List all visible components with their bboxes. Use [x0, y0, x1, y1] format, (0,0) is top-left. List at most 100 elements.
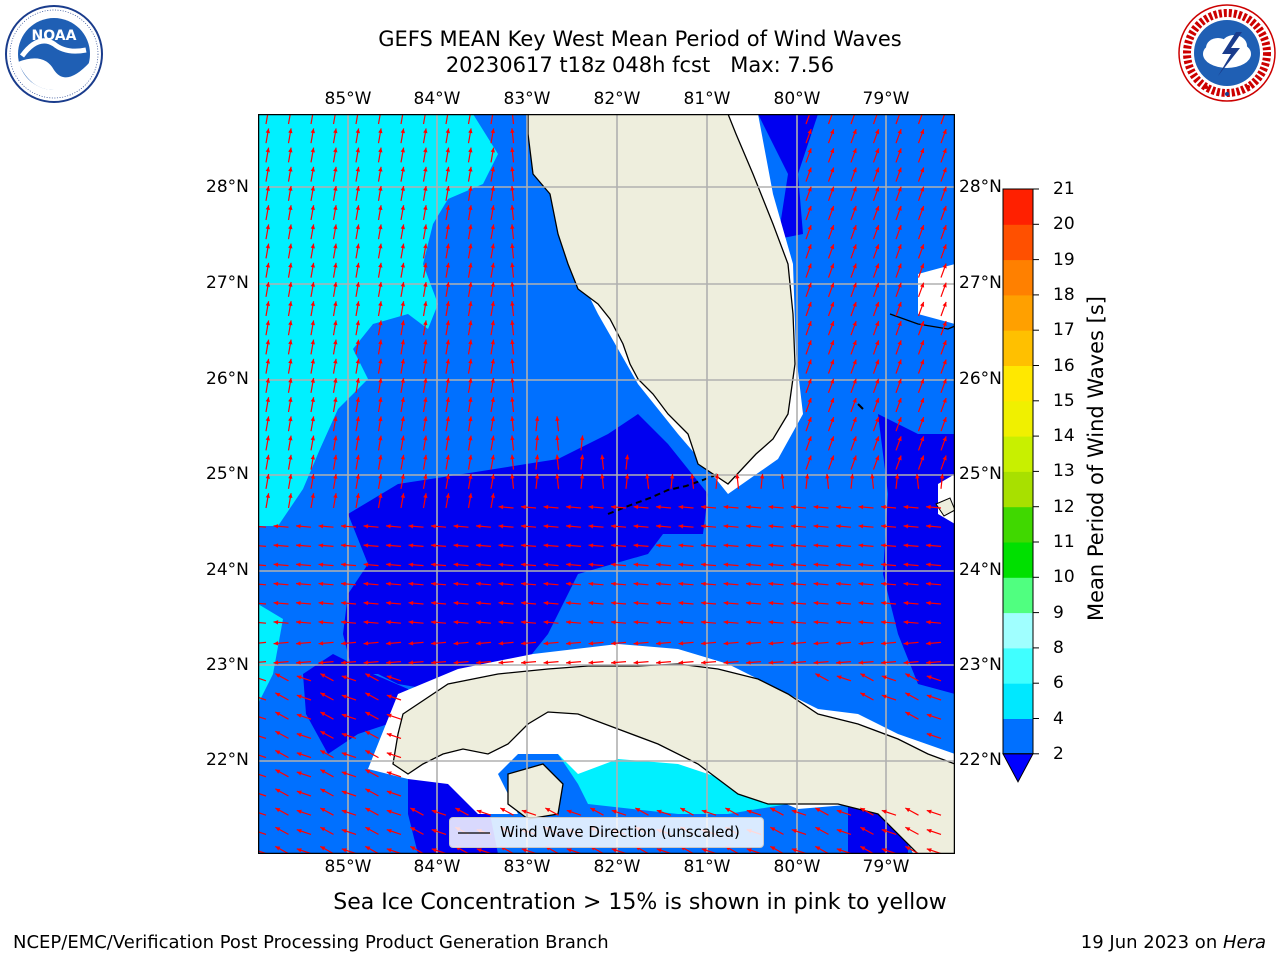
wave-direction-arrowhead: [468, 243, 473, 249]
wave-direction-arrowhead: [926, 660, 931, 665]
wave-direction-arrowhead: [813, 562, 819, 567]
wave-direction-arrowhead: [355, 205, 360, 211]
wave-direction-arrowhead: [678, 620, 684, 625]
wave-direction-arrowhead: [611, 504, 616, 510]
wave-direction-arrowhead: [825, 473, 830, 479]
wave-direction-arrowhead: [498, 641, 504, 646]
wave-direction-arrowhead: [365, 731, 371, 736]
wave-direction-arrowhead: [870, 473, 875, 479]
wave-direction-arrowhead: [521, 562, 526, 567]
wave-direction-arrowhead: [791, 809, 797, 814]
wave-direction-arrowhead: [875, 340, 880, 346]
wave-direction-arrowhead: [566, 848, 572, 853]
wave-direction-arrowhead: [468, 186, 473, 191]
wave-direction-arrowhead: [378, 224, 383, 230]
wave-direction-arrowhead: [318, 543, 324, 548]
wave-direction-arrowhead: [791, 504, 796, 510]
wave-direction-arrowhead: [310, 301, 315, 307]
wave-direction-arrowhead: [476, 600, 481, 606]
wave-direction-arrowhead: [875, 397, 880, 403]
wave-direction-arrowhead: [897, 359, 902, 365]
wave-direction-arrowhead: [386, 848, 392, 853]
wave-direction-arrowhead: [852, 436, 857, 442]
wave-direction-arrowhead: [588, 524, 594, 529]
colorbar-tick-label: 8: [1053, 637, 1064, 658]
wave-direction-arrowhead: [903, 581, 909, 587]
wave-direction-arrowhead: [355, 416, 360, 422]
wave-direction-arrowhead: [275, 769, 281, 774]
wave-direction-arrowhead: [378, 454, 383, 460]
wave-direction-arrowhead: [510, 224, 515, 229]
wave-direction-arrowhead: [860, 827, 866, 832]
wave-direction-arrowhead: [701, 581, 706, 587]
wave-direction-arrowhead: [468, 378, 473, 383]
wave-direction-arrowhead: [746, 641, 751, 646]
lon-label-bottom: 79°W: [862, 857, 910, 877]
wave-direction-arrowhead: [476, 809, 482, 814]
wave-direction-arrowhead: [746, 848, 752, 853]
wave-direction-arrowhead: [860, 808, 866, 813]
wave-direction-arrowhead: [852, 129, 857, 135]
lon-label-bottom: 85°W: [324, 857, 372, 877]
wave-direction-arrowhead: [333, 205, 338, 211]
wave-direction-arrowhead: [310, 339, 315, 345]
wave-direction-arrowhead: [490, 224, 495, 230]
grand-bahama-coast: [889, 313, 955, 330]
wave-direction-arrowhead: [905, 712, 911, 717]
wave-direction-arrowhead: [807, 167, 812, 173]
wave-direction-arrowhead: [858, 600, 864, 606]
wave-direction-arrowhead: [903, 543, 909, 548]
wave-direction-arrowhead: [378, 320, 383, 326]
colorbar-tick-label: 13: [1053, 461, 1075, 482]
wave-direction-arrowhead: [521, 543, 526, 548]
wave-direction-arrowhead: [490, 493, 495, 499]
wave-direction-arrowhead: [942, 186, 947, 192]
wave-direction-arrowhead: [355, 358, 360, 364]
wave-direction-arrowhead: [830, 455, 835, 461]
wave-direction-arrowhead: [498, 504, 504, 510]
wave-direction-arrowhead: [939, 473, 945, 479]
wave-direction-arrowhead: [942, 244, 947, 250]
wave-direction-arrowhead: [942, 397, 947, 403]
wave-direction-arrowhead: [555, 473, 560, 479]
wave-direction-arrowhead: [633, 660, 639, 665]
wave-direction-arrowhead: [903, 524, 909, 529]
wave-direction-arrowhead: [881, 600, 886, 606]
wave-direction-arrowhead: [920, 321, 925, 327]
lat-label-right: 22°N: [959, 750, 1002, 770]
wave-direction-arrowhead: [746, 504, 751, 510]
wave-direction-arrowhead: [858, 660, 864, 665]
wave-direction-arrowhead: [510, 320, 515, 325]
wave-direction-arrowhead: [341, 524, 346, 529]
wave-direction-arrowhead: [355, 397, 360, 403]
ocean-cyan-band-west: [258, 114, 498, 526]
wave-direction-arrowhead: [815, 808, 821, 813]
wave-direction-arrowhead: [813, 543, 819, 548]
wave-direction-arrowhead: [378, 262, 383, 268]
wave-direction-arrow: [805, 114, 811, 125]
wave-direction-arrowhead: [920, 167, 925, 173]
wave-direction-arrowhead: [423, 378, 428, 383]
wave-direction-arrowhead: [431, 524, 436, 529]
colorbar-segment: [1003, 612, 1033, 649]
wave-direction-arrowhead: [723, 581, 729, 587]
wave-direction-arrowhead: [296, 713, 302, 718]
wave-direction-arrowhead: [566, 581, 571, 587]
lat-label-left: 22°N: [206, 750, 249, 770]
wave-direction-arrowhead: [723, 600, 729, 606]
wave-direction-arrowhead: [400, 339, 405, 345]
wave-direction-arrowhead: [333, 166, 338, 172]
wave-direction-arrowhead: [894, 473, 900, 479]
wave-direction-arrowhead: [400, 320, 405, 326]
wave-direction-arrowhead: [408, 600, 414, 606]
wave-direction-arrowhead: [852, 148, 857, 154]
wave-direction-arrowhead: [926, 713, 932, 718]
wave-direction-arrowhead: [468, 166, 473, 172]
wave-direction-arrowhead: [476, 848, 482, 853]
wave-direction-arrowhead: [690, 473, 695, 479]
wave-direction-arrowhead: [453, 660, 459, 665]
wave-direction-arrowhead: [510, 454, 515, 460]
wave-direction-arrowhead: [534, 416, 540, 421]
wave-direction-arrowhead: [926, 809, 932, 814]
wave-direction-arrowhead: [410, 808, 416, 813]
